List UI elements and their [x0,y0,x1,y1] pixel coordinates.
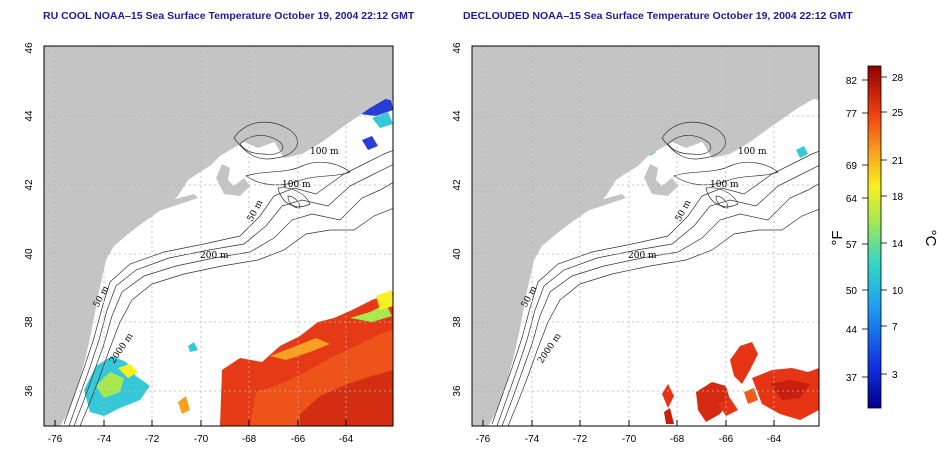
celsius-tick: 3 [892,370,898,381]
right-y-axis: 36 38 40 42 44 46 [452,42,463,397]
x-tick: -74 [97,434,112,445]
celsius-tick: 28 [892,73,904,84]
y-tick: 36 [452,385,463,397]
celsius-tick: 14 [892,239,904,250]
left-map-title: RU COOL NOAA–15 Sea Surface Temperature … [43,10,415,22]
x-tick: -68 [670,434,685,445]
x-tick: -76 [476,434,491,445]
x-tick: -72 [145,434,160,445]
contour-label-200m: 200 m [628,251,657,261]
y-tick: 42 [24,179,35,191]
right-map-title: DECLOUDED NOAA–15 Sea Surface Temperatur… [463,10,853,22]
x-tick: -66 [719,434,734,445]
fahrenheit-tick: 69 [846,161,858,172]
colorbar-gradient [867,65,882,409]
x-tick: -68 [242,434,257,445]
celsius-tick: 18 [892,192,904,203]
left-x-axis: -76 -74 -72 -70 -68 -66 -64 [48,419,354,445]
x-tick: -70 [194,434,209,445]
x-tick: -74 [525,434,540,445]
y-tick: 40 [24,248,35,260]
y-tick: 46 [24,42,35,54]
fahrenheit-tick: 57 [846,240,858,251]
celsius-tick: 25 [892,108,904,119]
fahrenheit-tick: 82 [846,76,858,87]
left-grid [44,46,393,426]
y-tick: 44 [452,110,463,122]
fahrenheit-tick: 37 [846,373,858,384]
y-tick: 40 [452,248,463,260]
contour-label-100m-a: 100 m [738,147,767,157]
y-tick: 36 [24,385,35,397]
right-x-axis: -76 -74 -72 -70 -68 -66 -64 [476,419,782,445]
right-map: 100 m 100 m 50 m 200 m 50 m 2000 m -76 -… [452,42,820,445]
x-tick: -64 [767,434,782,445]
celsius-tick: 21 [892,156,904,167]
y-tick: 46 [452,42,463,54]
y-tick: 38 [452,316,463,328]
x-tick: -66 [291,434,306,445]
contour-label-100m-a: 100 m [310,147,339,157]
contour-label-100m-b: 100 m [710,180,739,190]
y-tick: 44 [24,110,35,122]
x-tick: -76 [48,434,63,445]
x-tick: -64 [339,434,354,445]
fahrenheit-unit-label: °F [829,230,846,245]
celsius-tick: 7 [892,322,898,333]
y-tick: 42 [452,179,463,191]
contour-label-200m: 200 m [200,251,229,261]
fahrenheit-tick: 77 [846,109,858,120]
y-tick: 38 [24,316,35,328]
fahrenheit-tick: 44 [846,325,858,336]
left-map: 100 m 100 m 50 m 200 m 50 m 2000 m -76 -… [24,42,394,445]
x-tick: -72 [573,434,588,445]
fahrenheit-tick: 50 [846,286,858,297]
x-tick: -70 [622,434,637,445]
celsius-tick: 10 [892,286,904,297]
colorbar: 82 77 69 64 57 50 44 37 28 25 21 18 14 1… [829,65,939,409]
left-y-axis: 36 38 40 42 44 46 [24,42,35,397]
fahrenheit-tick: 64 [846,194,858,205]
right-sst-pixels [648,64,819,424]
contour-label-100m-b: 100 m [282,180,311,190]
celsius-unit-label: °C [922,230,939,247]
right-grid [472,46,819,426]
